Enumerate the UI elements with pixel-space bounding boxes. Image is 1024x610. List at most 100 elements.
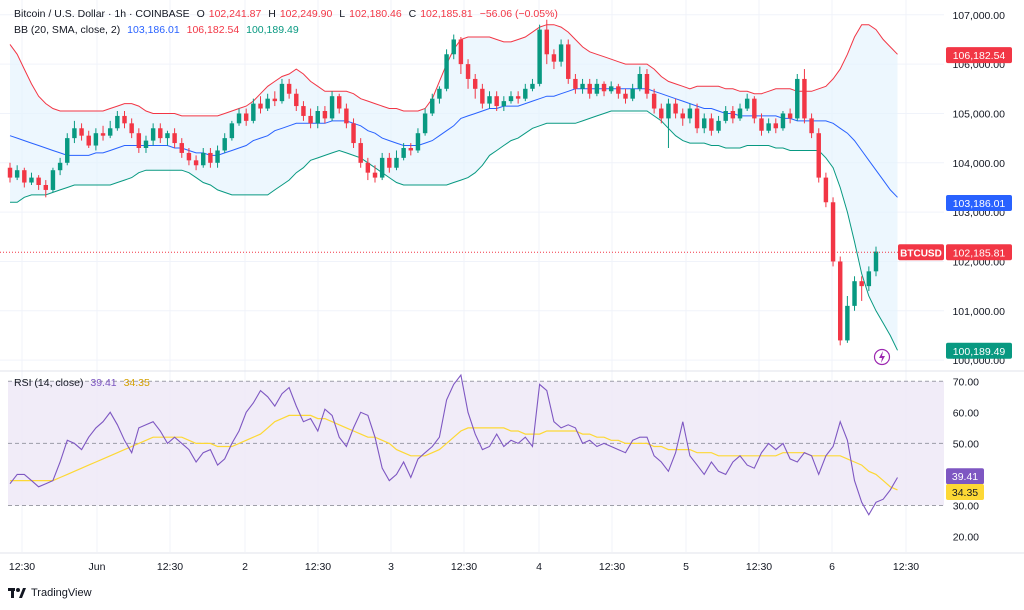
candle[interactable]: [294, 88, 299, 111]
candle[interactable]: [737, 103, 743, 121]
candle[interactable]: [86, 130, 91, 148]
candle[interactable]: [301, 101, 306, 121]
candle[interactable]: [823, 172, 829, 208]
candle[interactable]: [465, 59, 471, 89]
candle[interactable]: [709, 113, 714, 136]
candle[interactable]: [179, 138, 184, 158]
candle[interactable]: [830, 197, 836, 267]
candle[interactable]: [873, 246, 879, 277]
candle[interactable]: [401, 143, 406, 161]
candle[interactable]: [487, 91, 492, 109]
lightning-icon[interactable]: [873, 348, 891, 366]
candle[interactable]: [508, 91, 514, 104]
candle[interactable]: [780, 111, 786, 131]
candle[interactable]: [608, 81, 614, 94]
symbol-tag[interactable]: BTCUSD: [898, 244, 944, 261]
candle[interactable]: [107, 120, 113, 139]
candle[interactable]: [837, 256, 843, 346]
candle[interactable]: [43, 180, 49, 198]
candle[interactable]: [866, 266, 872, 292]
candle[interactable]: [115, 111, 120, 131]
candle[interactable]: [408, 143, 414, 156]
candle[interactable]: [100, 125, 106, 141]
candle[interactable]: [158, 123, 163, 144]
candle[interactable]: [50, 167, 56, 193]
candle[interactable]: [673, 98, 678, 119]
bb-label[interactable]: BB (20, SMA, close, 2): [14, 24, 121, 36]
candle[interactable]: [387, 152, 392, 173]
candle[interactable]: [566, 39, 571, 84]
candle[interactable]: [666, 98, 671, 148]
candle[interactable]: [143, 135, 149, 153]
candle[interactable]: [308, 108, 313, 129]
candle[interactable]: [186, 148, 192, 166]
candle[interactable]: [337, 93, 342, 114]
candle[interactable]: [344, 103, 349, 129]
candle[interactable]: [480, 83, 485, 109]
candle[interactable]: [129, 118, 134, 139]
candle[interactable]: [208, 148, 213, 168]
candle[interactable]: [272, 91, 278, 107]
candle[interactable]: [451, 34, 456, 60]
candle[interactable]: [265, 93, 270, 111]
candle[interactable]: [623, 88, 628, 104]
candle[interactable]: [752, 96, 757, 124]
candle[interactable]: [458, 37, 464, 74]
candle[interactable]: [365, 157, 371, 181]
candle[interactable]: [430, 93, 435, 116]
candle[interactable]: [215, 145, 220, 168]
candle[interactable]: [201, 148, 206, 168]
rsi-label[interactable]: RSI (14, close): [14, 377, 84, 389]
candle[interactable]: [437, 86, 442, 104]
rsi-legend[interactable]: RSI (14, close) 39.41 34.35: [14, 377, 154, 389]
candle[interactable]: [150, 123, 156, 146]
candle[interactable]: [601, 81, 607, 97]
candle[interactable]: [315, 106, 320, 129]
candle[interactable]: [136, 128, 142, 153]
candle[interactable]: [7, 162, 13, 183]
rsi-pane[interactable]: [8, 373, 944, 516]
candle[interactable]: [501, 96, 507, 111]
candle[interactable]: [730, 106, 736, 124]
candle[interactable]: [372, 165, 378, 183]
candle[interactable]: [773, 118, 779, 134]
bb-basis-badge[interactable]: 103,186.01: [946, 194, 1012, 211]
candle[interactable]: [415, 128, 421, 153]
candle[interactable]: [222, 133, 227, 153]
candle[interactable]: [580, 78, 585, 94]
candle[interactable]: [809, 113, 814, 139]
candle[interactable]: [172, 128, 177, 148]
candle[interactable]: [651, 88, 657, 114]
rsi-value-badge[interactable]: 39.41: [946, 468, 984, 485]
candle[interactable]: [36, 175, 41, 190]
candle[interactable]: [422, 108, 428, 136]
candle[interactable]: [229, 120, 235, 141]
candle[interactable]: [14, 165, 20, 181]
candle[interactable]: [444, 49, 449, 92]
candle[interactable]: [515, 91, 521, 104]
candle[interactable]: [845, 296, 850, 343]
candle[interactable]: [279, 78, 285, 104]
candle[interactable]: [802, 69, 807, 124]
candle[interactable]: [251, 98, 256, 124]
candle[interactable]: [236, 108, 242, 126]
candle[interactable]: [57, 157, 63, 176]
candle[interactable]: [630, 83, 635, 102]
candle[interactable]: [286, 78, 292, 99]
candle[interactable]: [243, 108, 249, 126]
bb-legend[interactable]: BB (20, SMA, close, 2) 103,186.01 106,18…: [14, 24, 303, 36]
candle[interactable]: [702, 113, 707, 134]
candle[interactable]: [787, 108, 793, 124]
candle[interactable]: [494, 91, 499, 111]
candle[interactable]: [329, 91, 335, 121]
candle[interactable]: [29, 172, 34, 185]
candle[interactable]: [394, 150, 399, 171]
bb-upper-badge[interactable]: 106,182.54: [946, 47, 1012, 64]
candle[interactable]: [379, 152, 385, 181]
candle[interactable]: [795, 74, 800, 121]
candle[interactable]: [72, 120, 77, 144]
candle[interactable]: [558, 39, 564, 67]
candle[interactable]: [723, 106, 728, 124]
candle[interactable]: [680, 108, 685, 126]
candle[interactable]: [65, 133, 70, 166]
